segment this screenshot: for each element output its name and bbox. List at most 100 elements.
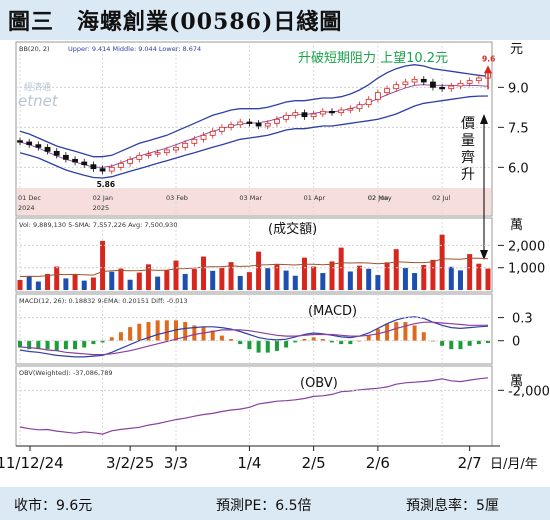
candle-body [90,164,97,170]
volume-bar [402,267,408,290]
x-axis-tick-label: 3/2/25 [106,454,154,472]
macd-histogram-bar [366,335,371,341]
x-axis-tick-label: 2/6 [366,454,390,472]
candle-body [99,168,106,172]
volume-bar [283,270,289,290]
volume-bar [182,273,188,290]
volume-bar [311,266,317,290]
volume-bar [357,265,363,290]
volume-indicator-label: Vol: 9,889,130 5-SMA: 7,557,226 Avg: 7,5… [19,221,177,229]
macd-histogram-bar [91,340,96,345]
candle-body [329,110,335,114]
candle-body [319,110,326,115]
date-band [17,188,491,215]
candle-body [457,82,464,87]
volume-bar [265,268,271,290]
price-tick-label: 7.5 [508,121,529,136]
candle-body [145,153,152,156]
volume-bar [430,259,436,290]
macd-histogram-bar [54,340,59,351]
candle-body [163,149,170,154]
obv-line [19,377,489,435]
candle-body [191,138,198,144]
date-label-line2: 2025 [93,204,110,212]
candle-body [53,150,60,156]
candle-body [118,162,124,168]
macd-histogram-bar [36,340,41,350]
bb-upper-line [19,64,489,158]
macd-tick-label: 0 [512,335,520,350]
macd-histogram-bar [458,340,463,350]
volume-bar [476,263,482,290]
bb-middle-line [19,84,489,168]
high-price-label: 9.6 [482,54,495,63]
price-volume-arrow-head-down [480,250,488,260]
macd-histogram-bar [183,322,188,341]
candle-body [35,144,42,148]
volume-bar [384,262,390,290]
candle-body [411,78,418,83]
footer-bar: 收市：9.6元 預測PE：6.5倍 預測息率：5厘 [0,487,550,520]
volume-bar [228,262,234,290]
candle-body [402,81,409,86]
macd-histogram-bar [63,340,68,350]
macd-histogram-bar [385,323,390,341]
volume-bar [329,261,335,290]
candle-body [393,84,400,90]
date-label-line1: 03 Feb [166,194,188,202]
candle-body [136,154,143,160]
macd-histogram-bar [486,340,490,344]
candle-body [246,121,253,124]
close-price-label: 收市：9.6元 [14,498,93,514]
volume-bar [393,249,399,290]
macd-histogram-bar [137,323,142,341]
x-axis-tick-label: 3/3 [164,454,188,472]
x-axis-tick-label: 2/5 [302,454,326,472]
candle-body [356,104,363,110]
volume-bar [136,272,142,290]
obv-panel-title: (OBV) [300,376,338,391]
price-volume-char: 價 [461,115,475,132]
candle-body [255,122,262,127]
obv-unit-label: 萬 [510,374,523,389]
volume-sma-line [19,257,489,278]
price-tick-label: 9.0 [508,81,529,96]
volume-bar [145,264,151,290]
volume-bar [412,273,418,290]
chart-title: 圖三 海螺創業(00586)日綫圖 [8,9,343,35]
volume-bar [109,271,115,290]
price-unit-label: 元 [510,42,523,57]
breakout-annotation: 升破短期阻力 上望10.2元 [298,50,448,66]
candle-body [218,126,225,132]
volume-bar [256,251,262,290]
date-label-line1: 01 Apr [304,194,326,202]
candle-body [420,78,427,83]
candle-body [475,77,482,82]
volume-bar [320,273,326,290]
macd-histogram-bar [440,340,445,346]
x-axis-unit-label: 日/月/年 [490,457,538,472]
candle-body [347,108,354,111]
date-label-line1: 01 Dec [18,194,41,202]
volume-bar [292,275,298,290]
volume-bar [173,260,179,290]
candle-body [448,85,455,90]
candle-body [44,146,51,152]
candle-body [310,113,317,118]
obv-indicator-label: OBV(Weighted): -37,086,789 [19,369,112,377]
macd-histogram-bar [109,337,114,341]
volume-bar [366,268,372,290]
forecast-pe-label: 預測PE：6.5倍 [216,498,312,514]
price-panel [15,41,493,217]
macd-histogram-bar [265,340,270,353]
volume-bar [338,247,344,290]
volume-bar [54,266,60,290]
date-label-line1: 02 Jul [432,194,450,202]
volume-panel-title: (成交額) [268,221,317,237]
macd-histogram-bar [320,339,325,341]
volume-bar [100,240,106,290]
macd-panel-title: (MACD) [308,304,357,319]
volume-bar [127,279,133,290]
candle-body [209,130,216,136]
volume-bar [274,264,280,290]
